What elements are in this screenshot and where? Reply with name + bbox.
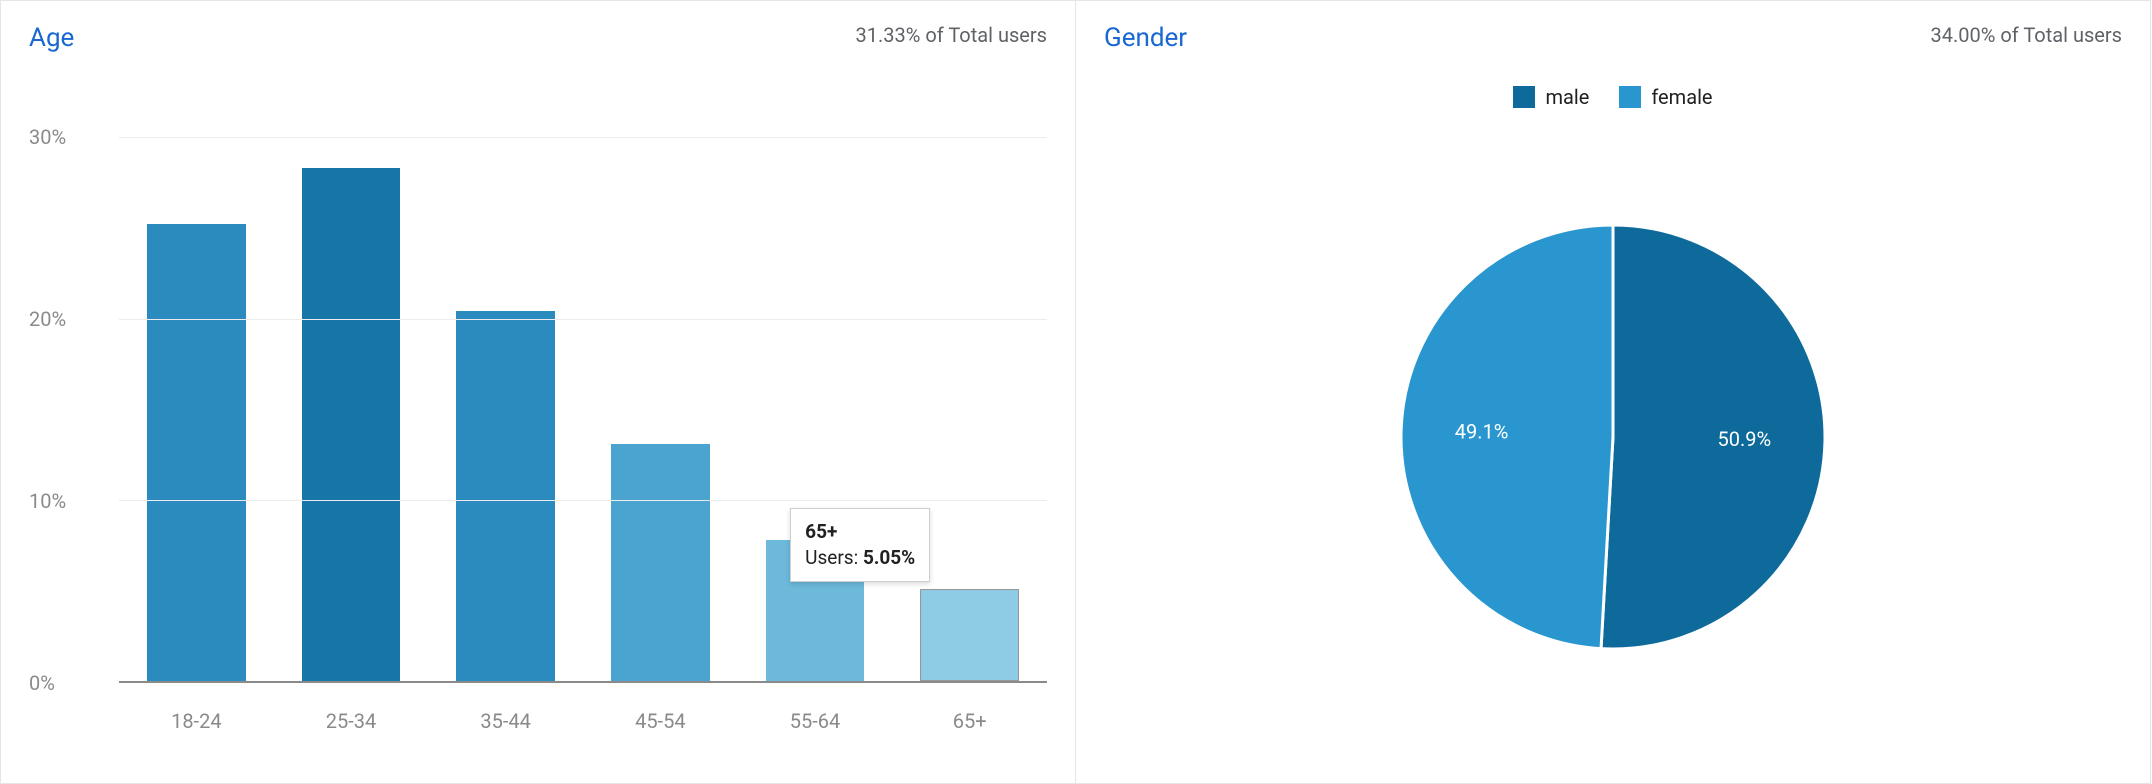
x-tick-label: 55-64: [790, 709, 841, 733]
gender-panel: Gender 34.00% of Total users male female …: [1075, 0, 2151, 784]
age-x-axis: 18-24 25-34 35-44 45-54 55-64 65+: [119, 693, 1047, 743]
x-tick-label: 18-24: [171, 709, 222, 733]
age-bar-18-24[interactable]: [147, 224, 246, 681]
y-tick-label: 0%: [29, 671, 99, 695]
x-tick-label: 45-54: [635, 709, 686, 733]
age-bar-35-44[interactable]: [456, 311, 555, 681]
gender-pie-chart: male female 50.9% 49.1%: [1076, 71, 2150, 753]
legend-item-male[interactable]: male: [1513, 85, 1589, 109]
gridline: [119, 137, 1047, 138]
age-bar-45-54[interactable]: [611, 444, 710, 681]
age-bars: [119, 101, 1047, 681]
pie-slice-label-male: 50.9%: [1718, 427, 1772, 451]
x-tick-label: 25-34: [326, 709, 377, 733]
tooltip-title: 65+: [805, 519, 915, 545]
age-y-axis: 0%10%20%30%: [29, 101, 109, 683]
age-bar-tooltip: 65+Users: 5.05%: [790, 508, 930, 581]
age-panel-title[interactable]: Age: [29, 23, 74, 53]
gridline: [119, 500, 1047, 501]
demographics-dashboard: Age 31.33% of Total users 0% 10% 20% 30% 65…: [0, 0, 2152, 784]
tooltip-metric-value: 5.05%: [863, 546, 915, 569]
legend-swatch: [1513, 86, 1535, 108]
age-bar-chart: 0%10%20%30% 65+Users: 5.05% 18-2425-3435…: [29, 101, 1047, 743]
gender-pie-svg: 50.9% 49.1%: [1391, 215, 1835, 659]
legend-swatch: [1619, 86, 1641, 108]
gender-pie-holder: 50.9% 49.1%: [1391, 215, 1835, 663]
tooltip-metric: Users: 5.05%: [805, 545, 915, 571]
y-tick-label: 20%: [29, 307, 99, 331]
legend-item-female[interactable]: female: [1619, 85, 1712, 109]
x-tick-label: 65+: [953, 709, 987, 733]
age-bar-25-34[interactable]: [302, 168, 401, 681]
age-panel-subtitle: 31.33% of Total users: [856, 23, 1047, 47]
tooltip-metric-label: Users:: [805, 546, 863, 569]
age-plot-area: 65+Users: 5.05%: [119, 101, 1047, 683]
age-panel: Age 31.33% of Total users 0% 10% 20% 30% 65…: [0, 0, 1076, 784]
gender-panel-header: Gender 34.00% of Total users: [1076, 1, 2150, 53]
y-tick-label: 30%: [29, 125, 99, 149]
legend-label: female: [1651, 85, 1712, 109]
gender-panel-subtitle: 34.00% of Total users: [1931, 23, 2122, 47]
legend-label: male: [1545, 85, 1589, 109]
pie-slice-label-female: 49.1%: [1455, 420, 1509, 444]
pie-slice-male[interactable]: [1601, 225, 1825, 649]
gridline: [119, 319, 1047, 320]
gender-legend: male female: [1076, 71, 2150, 109]
gender-panel-title[interactable]: Gender: [1104, 23, 1187, 53]
age-panel-header: Age 31.33% of Total users: [1, 1, 1075, 53]
y-tick-label: 10%: [29, 489, 99, 513]
age-bar-65+[interactable]: [920, 589, 1019, 681]
x-tick-label: 35-44: [480, 709, 531, 733]
